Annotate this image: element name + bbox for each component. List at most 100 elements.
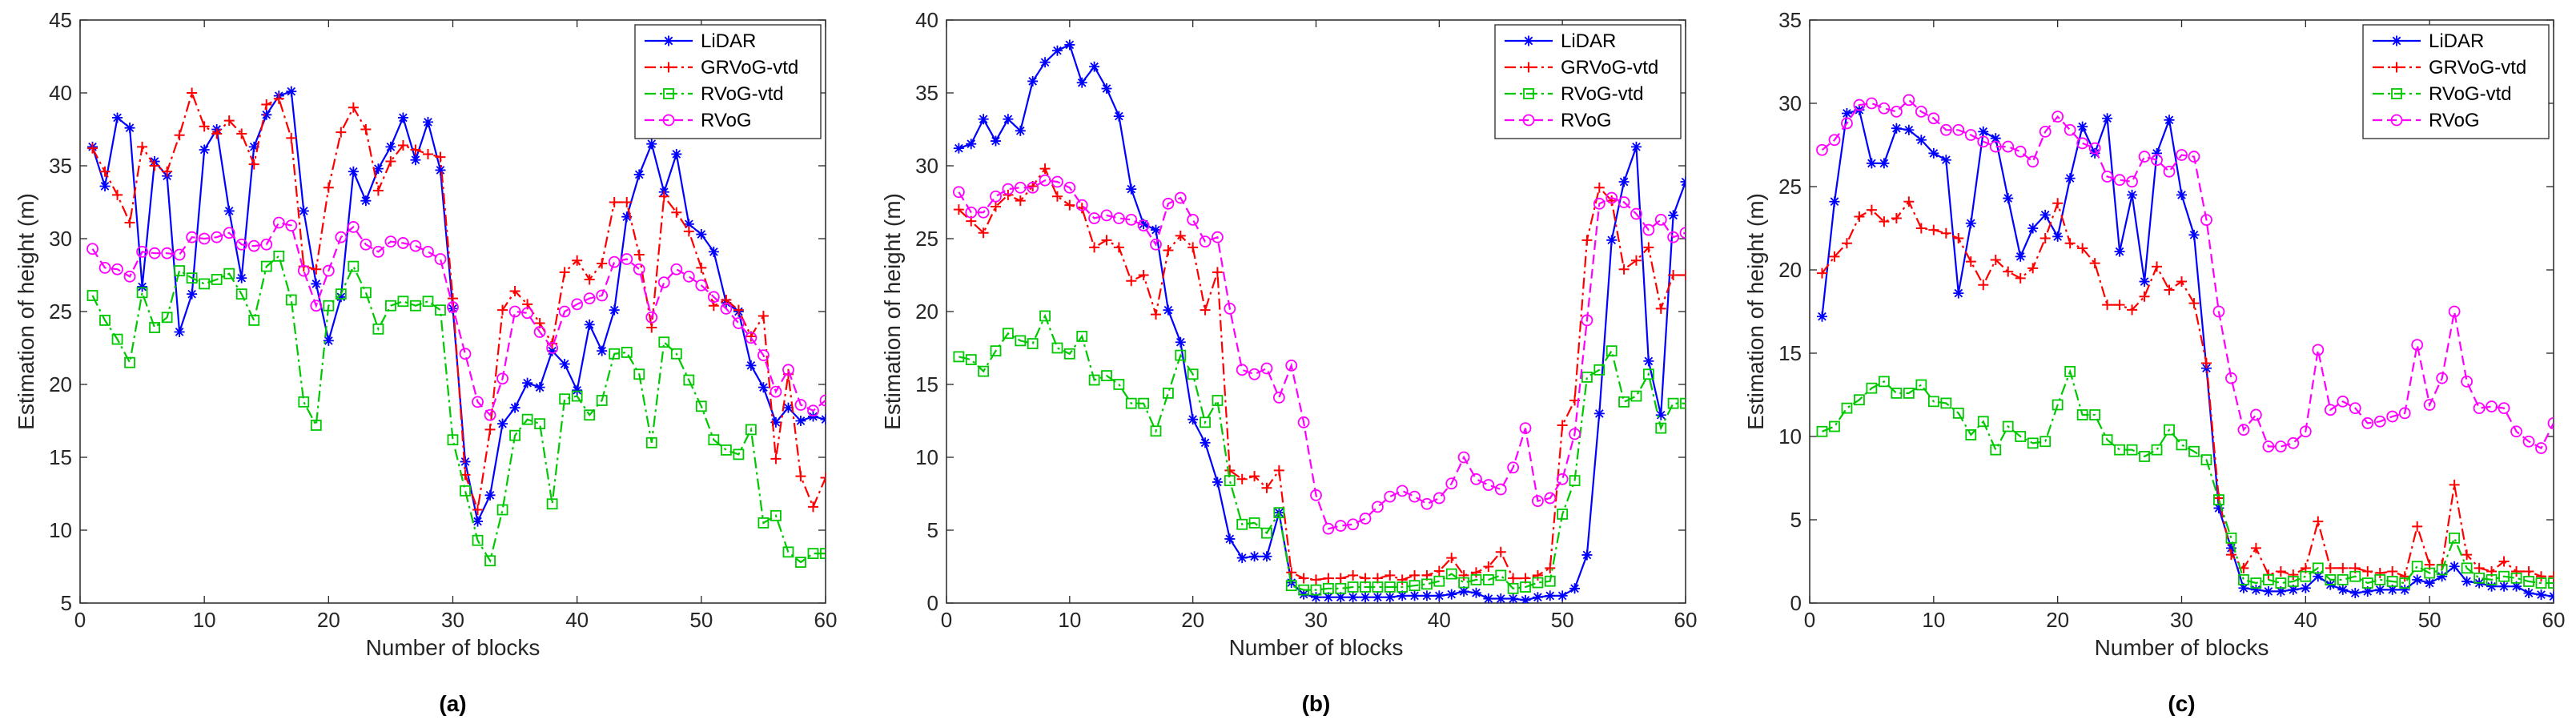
data-point: [1397, 581, 1409, 593]
data-point: [199, 121, 210, 132]
data-point: [223, 205, 235, 216]
x-tick-label: 60: [1674, 608, 1698, 632]
data-point: [2114, 300, 2125, 311]
legend-label: RVoG: [1561, 110, 1612, 131]
y-tick-label: 0: [1790, 591, 1802, 615]
data-point: [621, 253, 633, 265]
data-point: [1593, 364, 1605, 376]
data-point: [2275, 565, 2286, 577]
data-point: [2535, 577, 2547, 589]
data-point: [1939, 123, 1952, 136]
data-point: [795, 471, 806, 482]
data-point: [1964, 129, 1977, 141]
x-axis-label: Number of blocks: [1229, 635, 1404, 660]
data-point: [609, 348, 621, 360]
x-tick-label: 20: [317, 608, 340, 632]
data-point: [807, 404, 819, 417]
data-point: [1409, 580, 1421, 592]
data-point: [2039, 125, 2052, 138]
data-point: [1064, 199, 1075, 211]
data-point: [1187, 368, 1199, 380]
series-line: [91, 90, 826, 510]
data-point: [1903, 388, 1915, 399]
data-point: [559, 359, 570, 370]
data-point: [2188, 445, 2200, 457]
data-point: [584, 319, 595, 330]
data-point: [248, 141, 259, 152]
data-point: [782, 402, 794, 413]
data-point: [260, 238, 273, 251]
data-point: [1446, 553, 1457, 564]
data-point: [1212, 395, 1224, 406]
data-point: [2313, 516, 2324, 527]
y-tick-label: 15: [1778, 341, 1802, 365]
data-point: [2250, 584, 2261, 595]
data-point: [484, 489, 496, 501]
data-point: [1618, 176, 1630, 187]
data-point: [261, 99, 272, 111]
data-point: [2114, 444, 2125, 456]
data-point: [2337, 573, 2349, 585]
data-point: [1655, 422, 1667, 434]
data-point: [534, 382, 545, 393]
data-point: [2299, 425, 2312, 438]
data-point: [2225, 532, 2237, 544]
data-point: [1927, 396, 1939, 408]
data-point: [1841, 402, 1853, 414]
data-point: [1446, 589, 1457, 600]
data-point: [1175, 336, 1186, 348]
data-point: [1027, 181, 1039, 194]
data-point: [682, 270, 695, 283]
data-point: [1581, 371, 1593, 383]
data-point: [1089, 242, 1100, 253]
y-axis-label: Estimation of height (m): [14, 193, 38, 430]
data-point: [1224, 465, 1236, 476]
data-point: [112, 112, 123, 123]
data-point: [2486, 581, 2498, 592]
data-point: [2113, 174, 2126, 187]
data-point: [2411, 561, 2423, 573]
data-point: [522, 377, 533, 388]
data-point: [819, 394, 826, 407]
data-point: [1224, 475, 1236, 487]
x-axis-label: Number of blocks: [366, 635, 541, 660]
data-point: [1891, 388, 1903, 399]
data-point: [645, 436, 657, 448]
data-point: [1359, 513, 1372, 525]
data-point: [1199, 235, 1212, 248]
data-point: [2225, 549, 2236, 561]
data-point: [696, 229, 707, 240]
x-tick-label: 10: [1922, 608, 1945, 632]
data-point: [2064, 238, 2076, 249]
data-point: [2200, 454, 2212, 466]
data-point: [720, 444, 732, 456]
y-tick-label: 25: [49, 300, 72, 324]
data-point: [2263, 585, 2274, 597]
data-point: [1829, 196, 1840, 207]
data-point: [1532, 592, 1543, 603]
series-grvog-vtd: [953, 163, 1686, 585]
data-point: [1151, 309, 1162, 320]
data-point: [1557, 590, 1568, 601]
data-point: [235, 238, 248, 251]
y-tick-label: 35: [49, 154, 72, 178]
data-point: [990, 190, 1002, 203]
data-point: [322, 264, 335, 277]
x-tick-label: 10: [193, 608, 216, 632]
data-point: [2151, 444, 2163, 456]
legend-marker: [2391, 88, 2402, 99]
x-tick-label: 0: [74, 608, 86, 632]
data-point: [1064, 39, 1075, 50]
data-point: [2535, 442, 2547, 454]
data-point: [174, 265, 186, 276]
data-point: [1372, 581, 1384, 593]
data-point: [1076, 331, 1088, 342]
data-point: [2337, 395, 2349, 408]
data-point: [696, 262, 707, 273]
data-point: [310, 420, 322, 431]
data-point: [2213, 494, 2224, 505]
legend: LiDAR GRVoG-vtd RVoG-vtd RVoG: [2362, 24, 2550, 139]
series-rvog-vtd: [1816, 365, 2554, 589]
legend-label: RVoG-vtd: [2429, 83, 2512, 105]
